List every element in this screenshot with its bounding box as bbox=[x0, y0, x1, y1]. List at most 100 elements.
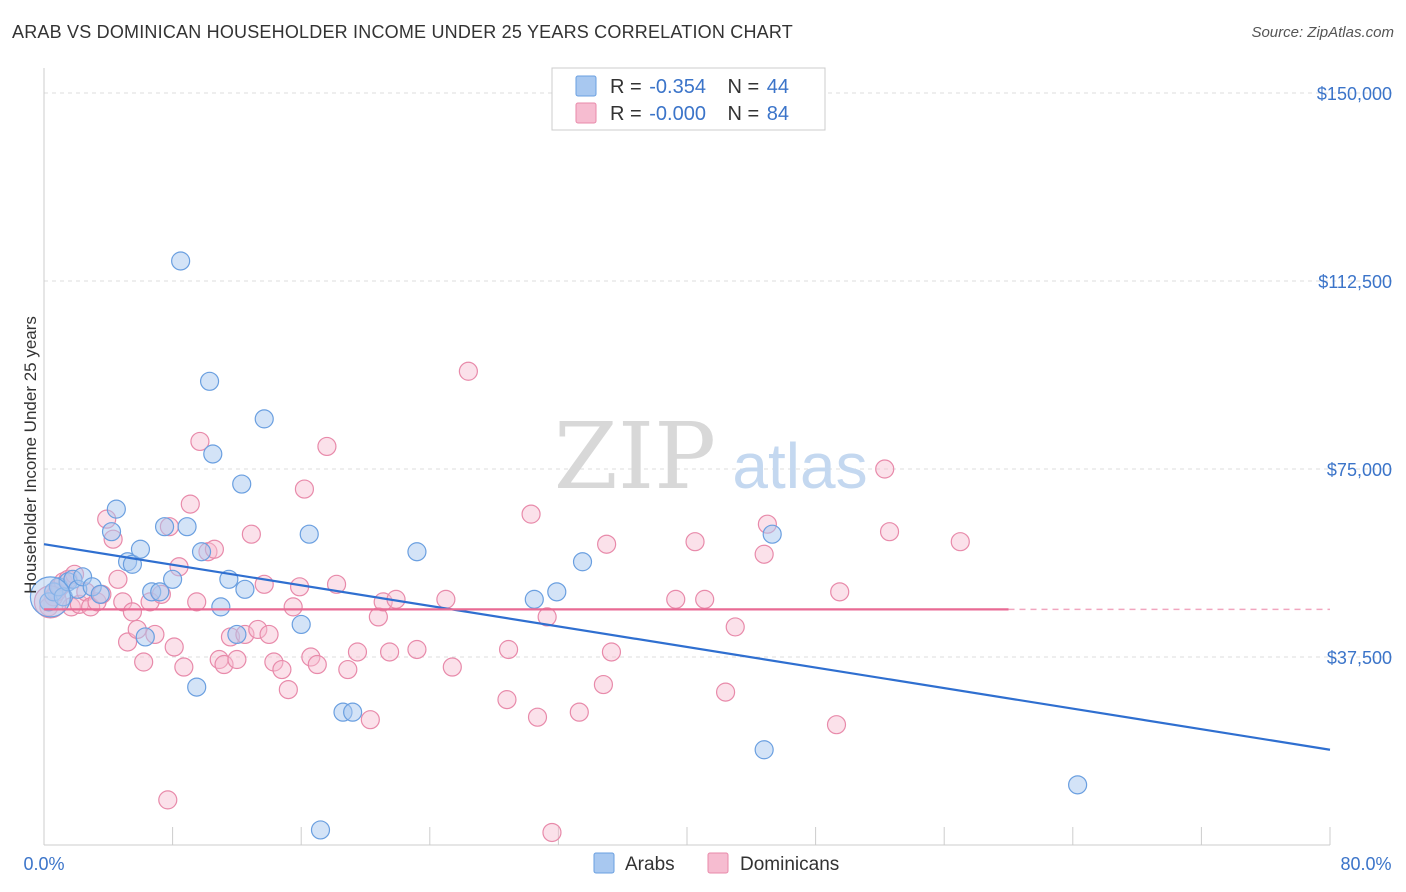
legend-r-label-dominicans: R = bbox=[610, 103, 647, 125]
dominicans-point bbox=[879, 522, 900, 542]
dominicans-point bbox=[537, 607, 557, 627]
dominicans-point bbox=[326, 574, 347, 594]
dominicans-point bbox=[301, 647, 321, 667]
x-tick-labels: 0.0% 80.0% bbox=[23, 854, 1391, 874]
y-tick-label: $75,000 bbox=[1327, 460, 1392, 480]
arabs-point bbox=[191, 542, 212, 562]
legend-n-label-dominicans: N = bbox=[728, 103, 765, 125]
dominicans-point bbox=[108, 569, 128, 589]
arabs-point bbox=[291, 614, 311, 635]
dominicans-point bbox=[368, 607, 388, 627]
dominicans-point bbox=[278, 679, 298, 700]
chart-title: ARAB VS DOMINICAN HOUSEHOLDER INCOME UND… bbox=[12, 22, 793, 42]
arabs-point bbox=[343, 702, 363, 722]
dominicans-point bbox=[122, 602, 143, 622]
dominicans-point bbox=[158, 790, 178, 810]
axes bbox=[43, 68, 1331, 846]
y-axis-title: Householder Income Under 25 years bbox=[21, 316, 40, 594]
dominicans-point bbox=[134, 652, 154, 672]
arabs-point bbox=[232, 474, 252, 494]
arabs-trend-line bbox=[43, 543, 1331, 751]
arabs-point bbox=[227, 624, 247, 645]
dominicans-point bbox=[826, 715, 847, 735]
arabs-point bbox=[1068, 775, 1088, 795]
dominicans-point bbox=[407, 639, 427, 660]
dominicans-point bbox=[950, 532, 970, 552]
dominicans-point bbox=[593, 674, 614, 695]
y-tick-labels: $37,500 $75,000 $112,500 $150,000 bbox=[1317, 84, 1392, 668]
dominicans-point bbox=[527, 707, 548, 727]
dominicans-point bbox=[264, 652, 284, 672]
grid-lines bbox=[44, 92, 1392, 658]
dominicans-point bbox=[542, 822, 562, 843]
watermark-zip: ZIP bbox=[554, 403, 716, 510]
svg-text:R = -0.354 N =: R = -0.354 N = 44 bbox=[610, 76, 789, 98]
dominicans-point bbox=[259, 624, 279, 645]
dominicans-point bbox=[725, 617, 745, 637]
arabs-point bbox=[130, 539, 151, 559]
dominicans-point bbox=[458, 361, 478, 381]
arabs-point bbox=[524, 589, 544, 609]
y-tick-label: $150,000 bbox=[1317, 84, 1392, 104]
legend-n-value-arabs: 44 bbox=[767, 76, 789, 98]
dominicans-point bbox=[338, 659, 358, 680]
bottom-legend-swatch-dominicans bbox=[707, 852, 729, 874]
dominicans-point bbox=[380, 642, 400, 662]
dominicans-point bbox=[248, 619, 268, 640]
svg-text:R = -0.000 N =: R = -0.000 N = 84 bbox=[610, 103, 789, 125]
dominicans-point bbox=[272, 659, 292, 680]
dominicans-point bbox=[241, 524, 261, 544]
arabs-point bbox=[106, 499, 126, 519]
arabs-point bbox=[101, 522, 122, 542]
legend-n-value-dominicans: 84 bbox=[767, 103, 789, 125]
arabs-point bbox=[163, 569, 183, 589]
dominicans-point bbox=[164, 637, 184, 657]
dominicans-point bbox=[442, 657, 462, 677]
dominicans-point bbox=[214, 654, 234, 675]
dominicans-point bbox=[521, 504, 541, 524]
arabs-point bbox=[762, 524, 782, 544]
arabs-points bbox=[29, 251, 1088, 840]
dominicans-point bbox=[113, 592, 133, 612]
legend-n-label-arabs: N = bbox=[728, 76, 765, 98]
x-tick-label-max: 80.0% bbox=[1340, 854, 1391, 874]
dominicans-point bbox=[569, 702, 589, 722]
bottom-legend-dominicans: Dominicans bbox=[740, 854, 839, 875]
dominicans-point bbox=[875, 459, 895, 479]
legend-r-value-arabs: -0.354 bbox=[649, 76, 706, 98]
arabs-point bbox=[203, 444, 223, 464]
y-tick-label: $112,500 bbox=[1318, 272, 1392, 292]
bottom-legend-swatch-arabs bbox=[593, 852, 615, 874]
dominicans-point bbox=[360, 710, 380, 730]
arabs-point bbox=[407, 542, 427, 562]
bottom-legend-arabs: Arabs bbox=[625, 854, 675, 875]
dominicans-point bbox=[754, 544, 774, 564]
dominicans-point bbox=[174, 657, 194, 677]
dominicans-point bbox=[695, 589, 715, 609]
arabs-point bbox=[754, 740, 774, 760]
x-tick-label-min: 0.0% bbox=[23, 854, 64, 874]
series-legend: Arabs Dominicans bbox=[593, 852, 839, 875]
stats-legend: R = -0.354 N = 44 R = -0.000 N = 84 bbox=[551, 67, 826, 131]
arabs-point bbox=[235, 579, 255, 599]
arabs-point bbox=[572, 552, 593, 572]
legend-swatch-arabs bbox=[575, 75, 597, 97]
dominicans-point bbox=[347, 642, 368, 662]
dominicans-point bbox=[294, 479, 315, 499]
legend-swatch-dominicans bbox=[575, 102, 597, 124]
y-tick-label: $37,500 bbox=[1327, 648, 1392, 668]
dominicans-point bbox=[597, 534, 617, 554]
dominicans-point bbox=[666, 589, 686, 609]
arabs-point bbox=[90, 584, 110, 604]
dominicans-point bbox=[283, 597, 303, 617]
arabs-point bbox=[154, 517, 175, 537]
dominicans-point bbox=[830, 582, 850, 602]
dominicans-point bbox=[715, 682, 736, 702]
arabs-point bbox=[310, 820, 331, 840]
dominicans-point bbox=[601, 642, 622, 662]
arabs-point bbox=[211, 597, 231, 617]
legend-r-label-arabs: R = bbox=[610, 76, 647, 98]
legend-r-value-dominicans: -0.000 bbox=[649, 103, 706, 125]
dominicans-point bbox=[498, 639, 519, 660]
